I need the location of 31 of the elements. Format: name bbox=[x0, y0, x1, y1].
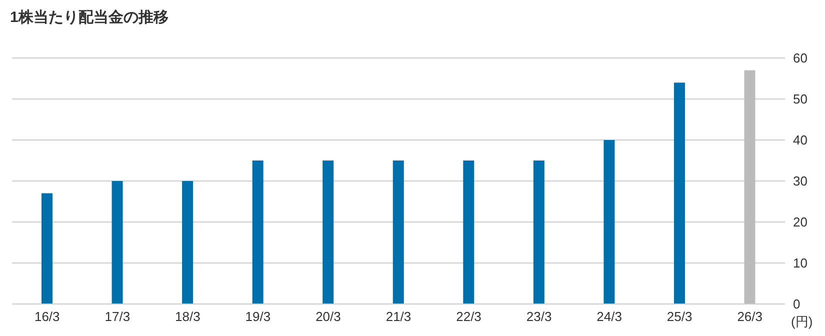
chart-title: 1株当たり配当金の推移 bbox=[10, 8, 168, 27]
y-tick-label: 40 bbox=[793, 132, 808, 148]
y-axis-title: (円) bbox=[791, 313, 813, 331]
x-tick-label: 18/3 bbox=[175, 309, 200, 324]
y-tick-label: 60 bbox=[793, 50, 808, 66]
x-tick-label: 24/3 bbox=[596, 309, 622, 324]
bar bbox=[252, 160, 264, 304]
bar bbox=[42, 193, 53, 304]
bar bbox=[744, 70, 756, 304]
x-tick-label: 16/3 bbox=[34, 309, 60, 324]
y-tick-label: 50 bbox=[793, 92, 808, 107]
x-tick-label: 22/3 bbox=[456, 309, 482, 324]
y-tick-label: 20 bbox=[793, 214, 808, 230]
bar bbox=[112, 181, 123, 304]
x-tick-label: 23/3 bbox=[526, 309, 552, 324]
y-tick-label: 30 bbox=[793, 174, 808, 189]
bar bbox=[604, 140, 615, 304]
x-tick-label: 19/3 bbox=[245, 309, 271, 324]
x-tick-label: 21/3 bbox=[386, 309, 412, 324]
bar bbox=[392, 160, 404, 304]
y-tick-label: 10 bbox=[793, 256, 808, 271]
y-tick-label: 0 bbox=[793, 296, 800, 312]
x-tick-label: 26/3 bbox=[737, 309, 763, 324]
x-tick-label: 20/3 bbox=[316, 309, 341, 324]
bar bbox=[463, 160, 474, 304]
x-tick-label: 25/3 bbox=[666, 309, 692, 324]
x-tick-label: 17/3 bbox=[104, 309, 130, 324]
bar bbox=[322, 160, 334, 304]
bar bbox=[674, 82, 685, 304]
bar bbox=[533, 160, 544, 304]
bar bbox=[182, 181, 194, 304]
